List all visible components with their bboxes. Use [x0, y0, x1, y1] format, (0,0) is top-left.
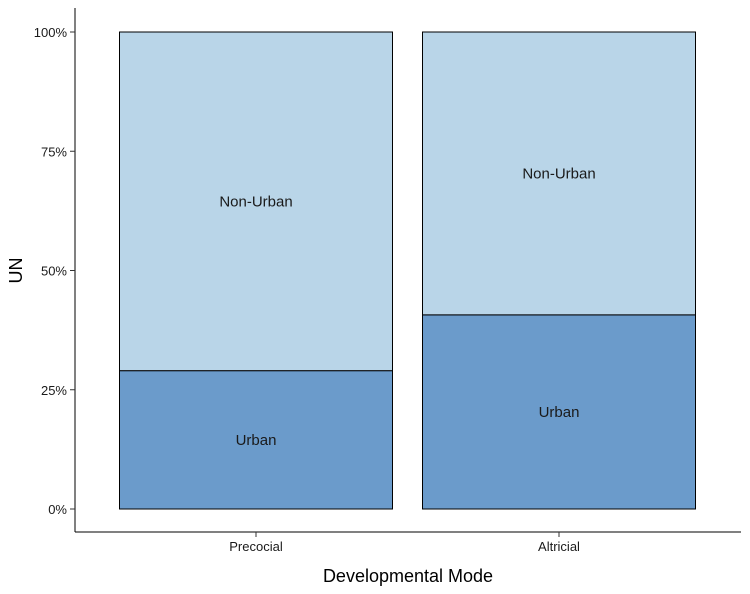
y-tick-label: 75%: [41, 144, 67, 159]
segment-labels-group: Urban Non-Urban Urban Non-Urban: [219, 165, 595, 448]
bar-altricial-non-urban: [422, 31, 696, 316]
y-tick-label: 25%: [41, 383, 67, 398]
bar-precocial-urban: [119, 370, 393, 510]
y-tick-label: 0%: [48, 502, 67, 517]
y-tick-label: 100%: [34, 25, 68, 40]
segment-label-altricial-urban: Urban: [539, 404, 580, 421]
x-axis-ticks: Precocial Altricial: [229, 532, 580, 554]
segment-label-altricial-non-urban: Non-Urban: [522, 165, 595, 182]
y-axis-title: UN: [6, 258, 26, 284]
bars-group: [119, 31, 696, 510]
x-tick-label: Precocial: [229, 539, 283, 554]
y-axis-ticks: 0% 25% 50% 75% 100%: [34, 25, 75, 517]
y-tick-label: 50%: [41, 264, 67, 279]
x-tick-label: Altricial: [538, 539, 580, 554]
segment-label-precocial-non-urban: Non-Urban: [219, 193, 292, 210]
bar-precocial-non-urban: [119, 31, 393, 372]
segment-label-precocial-urban: Urban: [236, 432, 277, 449]
x-axis-title: Developmental Mode: [323, 566, 493, 586]
